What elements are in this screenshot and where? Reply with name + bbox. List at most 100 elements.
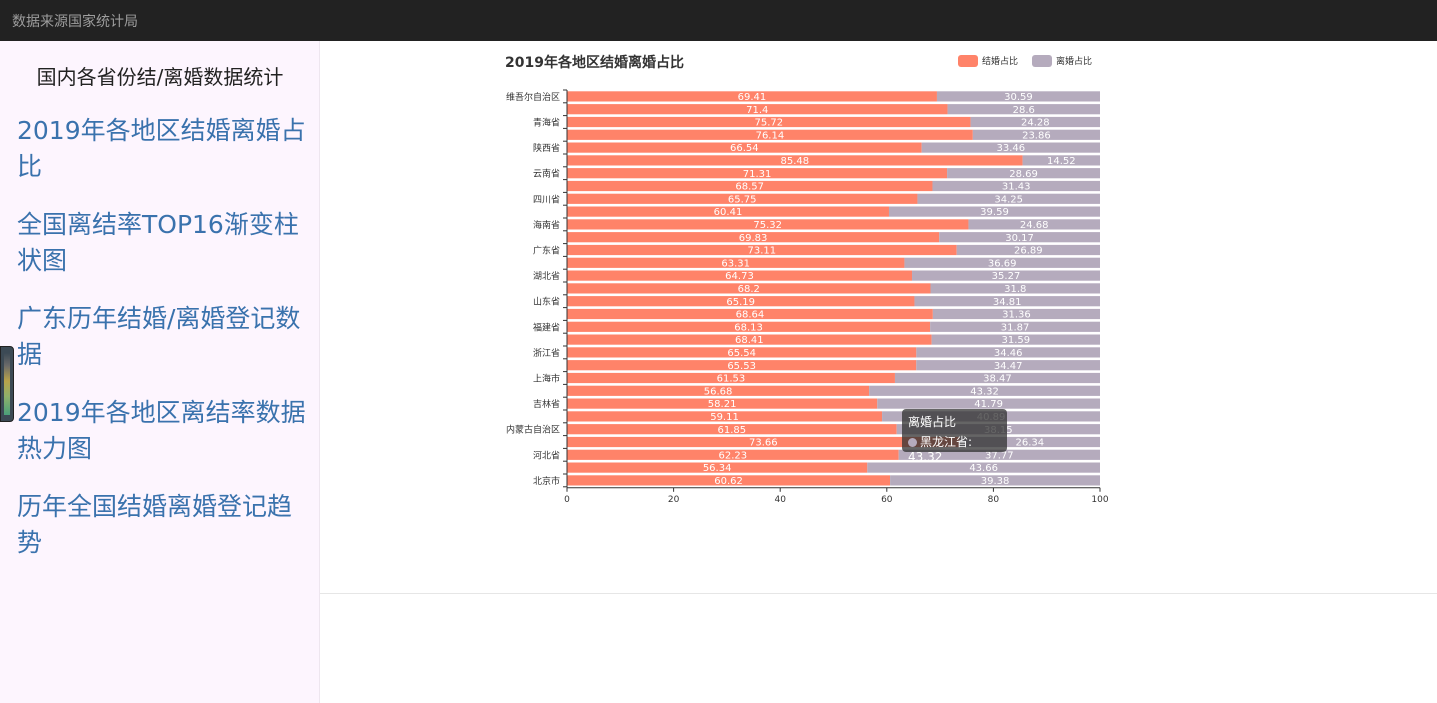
bar-marriage [567,180,933,192]
data-label-marriage: 69.83 [739,233,768,244]
bar-divorce [939,232,1100,243]
y-tick-label: 上海市 [533,373,560,385]
bar-divorce [970,116,1100,128]
data-label-divorce: 34.47 [994,361,1023,372]
data-label-divorce: 43.32 [970,386,999,397]
data-label-marriage: 75.72 [754,118,783,129]
sidebar-item-marriage-divorce-ratio[interactable]: 2019年各地区结婚离婚占比 [17,116,306,181]
data-label-marriage: 59.11 [710,412,739,423]
data-label-marriage: 60.62 [714,476,743,487]
bar-divorce [916,347,1100,358]
bar-marriage [567,321,931,332]
data-label-marriage: 85.48 [780,156,809,167]
data-label-divorce: 31.87 [1001,322,1030,333]
data-label-divorce: 26.89 [1014,246,1043,257]
bar-marriage [567,475,891,486]
bar-marriage [567,116,971,128]
sidebar-title: 国内各省份结/离婚数据统计 [36,65,284,89]
data-label-divorce: 39.59 [980,207,1009,218]
bar-divorce [956,244,1100,256]
bar-marriage [567,129,973,140]
data-label-divorce: 43.66 [969,463,998,474]
sidebar-item-heatmap[interactable]: 2019年各地区离结率数据热力图 [17,398,306,463]
bar-divorce [894,372,1100,384]
data-label-divorce: 24.28 [1021,118,1050,129]
y-tick-label: 湖北省 [533,270,560,282]
bar-marriage [567,142,922,153]
data-label-marriage: 62.23 [719,450,748,461]
sidebar-item-national-trend[interactable]: 历年全国结婚离婚登记趋势 [17,492,293,557]
bar-divorce [947,168,1100,179]
y-tick-label: 四川省 [533,193,560,205]
bar-divorce [936,91,1100,102]
chart-tooltip: 离婚占比 黑龙江省: 43.32 [902,409,1007,464]
bar-divorce [932,308,1100,320]
data-label-marriage: 65.54 [727,348,756,359]
sidebar-item-top16-gradient-bar[interactable]: 全国离结率TOP16渐变柱状图 [17,210,299,275]
bar-divorce [904,257,1100,268]
data-label-divorce: 33.46 [997,143,1026,154]
data-label-marriage: 68.41 [735,335,764,346]
data-label-marriage: 71.31 [743,169,772,180]
data-label-marriage: 56.34 [703,463,732,474]
bar-divorce [890,475,1100,486]
bar-divorce [932,180,1100,192]
bar-divorce [968,219,1100,230]
bar-divorce [947,104,1100,115]
data-label-divorce: 14.52 [1047,156,1076,167]
y-tick-label: 北京市 [533,475,560,487]
data-label-divorce: 34.46 [994,348,1023,359]
chart-title: 2019年各地区结婚离婚占比 [505,54,684,71]
bar-marriage [567,257,905,268]
bar-marriage [567,193,918,204]
y-tick-label: 海南省 [533,219,560,231]
data-label-marriage: 61.85 [718,425,747,436]
y-tick-label: 浙江省 [533,347,560,359]
bar-divorce [921,142,1100,153]
bar-marriage [567,206,889,217]
data-label-divorce: 34.81 [993,297,1022,308]
bar-divorce [888,206,1100,217]
sidebar-item-guangdong-history[interactable]: 广东历年结婚/离婚登记数据 [17,304,301,369]
data-label-marriage: 68.57 [735,182,764,193]
bar-divorce [867,462,1100,473]
y-tick-label: 河北省 [533,449,560,461]
bar-marriage [567,244,957,256]
data-label-divorce: 38.47 [983,374,1012,385]
data-label-marriage: 73.11 [748,246,777,257]
legend-label-0: 结婚占比 [982,55,1018,67]
bar-divorce [930,321,1100,332]
data-label-marriage: 66.54 [730,143,759,154]
data-label-divorce: 30.17 [1005,233,1034,244]
bar-marriage [567,283,931,294]
bar-marriage [567,347,917,358]
data-label-marriage: 56.68 [704,386,733,397]
bar-marriage [567,308,933,320]
bar-divorce [917,193,1100,204]
data-label-divorce: 28.69 [1009,169,1038,180]
bar-marriage [567,270,913,281]
data-label-divorce: 31.8 [1004,284,1026,295]
bar-marriage [567,232,940,243]
bar-divorce [930,283,1100,294]
x-tick-label: 40 [774,495,786,505]
bar-marriage [567,372,895,384]
bar-divorce [916,360,1100,371]
side-panel-handle[interactable] [0,346,14,422]
bar-divorce [914,296,1100,307]
bar-marriage [567,91,937,102]
bar-divorce [1022,155,1100,166]
bar-marriage [567,168,948,179]
sidebar: 国内各省份结/离婚数据统计 2019年各地区结婚离婚占比 全国离结率TOP16渐… [0,41,320,703]
bar-marriage [567,334,932,345]
legend-swatch-0 [958,55,978,67]
data-label-divorce: 31.43 [1002,182,1031,193]
y-tick-label: 吉林省 [533,398,560,410]
sidebar-nav: 2019年各地区结婚离婚占比 全国离结率TOP16渐变柱状图 广东历年结婚/离婚… [17,113,307,583]
handle-grip-icon [4,353,10,415]
bar-marriage [567,462,868,473]
data-label-divorce: 36.69 [988,258,1017,269]
data-label-marriage: 68.2 [738,284,760,295]
y-tick-label: 广东省 [533,245,560,257]
